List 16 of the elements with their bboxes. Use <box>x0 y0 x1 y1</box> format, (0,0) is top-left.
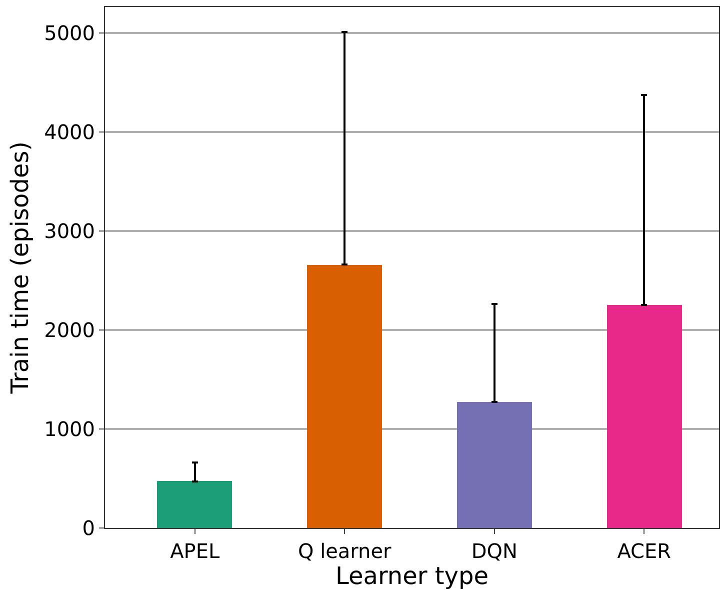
y-tick-label: 3000 <box>44 218 95 243</box>
bar <box>307 265 382 528</box>
x-axis-title: Learner type <box>336 562 488 590</box>
bar <box>607 305 682 528</box>
x-tick-label: APEL <box>170 539 220 563</box>
x-tick-label: ACER <box>617 539 672 563</box>
y-tick-label: 5000 <box>44 20 95 45</box>
y-tick-label: 4000 <box>44 120 95 144</box>
y-tick-label: 2000 <box>44 318 95 342</box>
y-tick-label: 1000 <box>44 416 95 441</box>
bar <box>157 481 232 528</box>
y-axis-title: Train time (episodes) <box>6 141 34 395</box>
x-tick-label: DQN <box>471 539 518 563</box>
x-tick-label: Q learner <box>298 539 392 563</box>
y-tick-label: 0 <box>82 516 95 540</box>
bar <box>457 402 532 528</box>
